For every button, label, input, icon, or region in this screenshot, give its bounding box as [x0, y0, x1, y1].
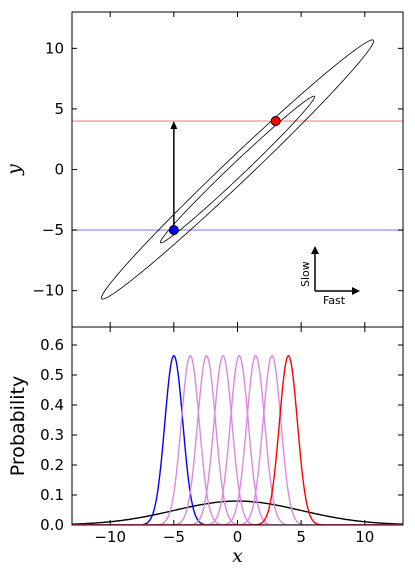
slow-arrow-head	[311, 246, 319, 254]
bot-ytick-label-0: 0.0	[40, 516, 64, 534]
x-axis-label: x	[232, 545, 243, 567]
top-y-axis-label: y	[3, 164, 25, 176]
bot-ytick-label-5: 0.5	[40, 366, 64, 384]
point-1	[168, 225, 179, 236]
point-0	[270, 116, 281, 127]
slow-label: Slow	[299, 261, 312, 287]
top-ytick-label-1: −5	[42, 221, 64, 239]
density-curve-4	[72, 355, 403, 525]
direction-legend: Slow Fast	[299, 246, 360, 307]
bot-xtick-label-1: −5	[163, 528, 185, 546]
bot-xtick-label-4: 10	[355, 528, 374, 546]
top-ytick-label-2: 0	[54, 161, 64, 179]
top-ytick-label-0: −10	[32, 282, 64, 300]
ellipse-1	[159, 95, 316, 244]
bottom-y-axis-label: Probability	[7, 376, 29, 476]
fast-label: Fast	[323, 294, 346, 307]
density-curve-5	[72, 354, 403, 525]
bottom-panel: 0.0 0.1 0.2 0.3 0.4 0.5 0.6 −10 −5 0 5 10 Probabil…	[7, 326, 404, 567]
top-ytick-label-4: 10	[45, 39, 64, 57]
jump-arrow-head	[170, 121, 178, 130]
bot-ytick-label-6: 0.6	[40, 336, 64, 354]
bot-ytick-label-3: 0.3	[40, 426, 64, 444]
bot-xtick-label-2: 0	[233, 528, 243, 546]
density-curve-6	[72, 354, 403, 525]
top-plot-frame	[71, 11, 404, 328]
bot-ytick-label-2: 0.2	[40, 456, 64, 474]
bot-xtick-label-0: −10	[94, 528, 126, 546]
top-ytick-label-3: 5	[54, 100, 64, 118]
bottom-plot-frame	[71, 326, 404, 526]
ellipse-0	[100, 39, 375, 300]
fast-arrow-head	[352, 287, 360, 295]
bot-xtick-label-3: 5	[296, 528, 306, 546]
bot-ytick-label-1: 0.1	[40, 486, 64, 504]
bot-ytick-label-4: 0.4	[40, 396, 64, 414]
top-panel: −10 −5 0 5 10 y Slow Fast	[3, 11, 404, 328]
